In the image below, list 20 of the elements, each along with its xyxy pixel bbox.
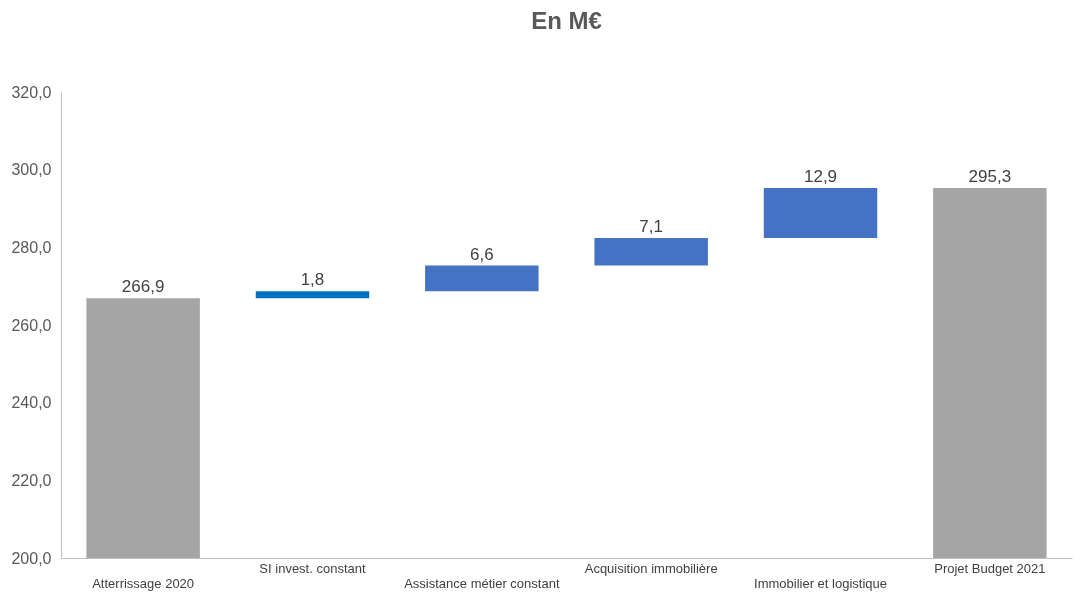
y-tick-label: 280,0 [11, 238, 52, 256]
y-tick-label: 200,0 [11, 549, 52, 567]
x-tick-label: Atterrissage 2020 [92, 575, 195, 591]
x-tick-label: Projet Budget 2021 [934, 560, 1046, 576]
data-label: 6,6 [470, 244, 494, 264]
x-tick-label: SI invest. constant [259, 560, 366, 576]
data-label: 266,9 [121, 277, 165, 297]
data-label: 12,9 [803, 166, 838, 186]
y-tick-label: 300,0 [11, 161, 52, 179]
x-tick-label: Acquisition immobilière [584, 560, 718, 576]
x-tick-label: Assistance métier constant [404, 575, 560, 591]
y-tick-label: 220,0 [11, 471, 52, 489]
y-tick-label: 240,0 [11, 394, 52, 412]
data-label: 1,8 [300, 270, 325, 290]
x-tick-label: Immobilier et logistique [754, 575, 887, 591]
data-label: 295,3 [968, 166, 1012, 186]
chart-title: En M€ [531, 7, 602, 34]
data-label: 7,1 [639, 217, 663, 237]
y-tick-label: 320,0 [11, 83, 52, 101]
y-tick-label: 260,0 [11, 316, 52, 334]
